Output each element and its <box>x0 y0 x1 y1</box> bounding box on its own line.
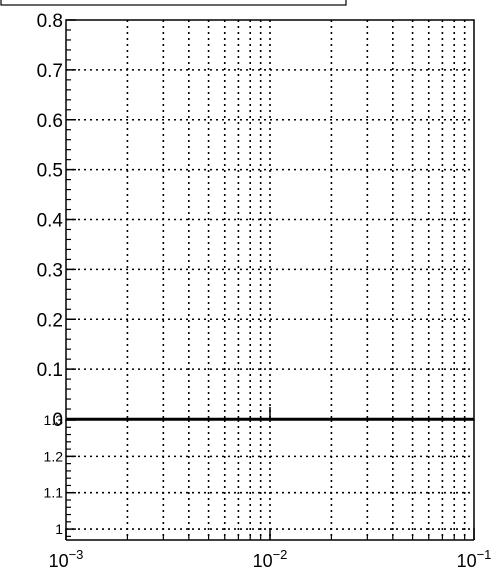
bottom-x-tick-label: 10−2 <box>253 547 288 571</box>
bottom-y-tick-label: 1.1 <box>44 485 64 501</box>
top-y-tick-label: 0.4 <box>37 211 64 232</box>
top-y-tick-label: 0 <box>52 410 63 431</box>
bottom-x-ticks: 10−3 10−2 10−1 <box>49 528 492 571</box>
bottom-y-ticks: 1 1.1 1.2 1.3 <box>44 412 76 537</box>
top-y-tick-label: 0.7 <box>37 61 63 82</box>
bottom-y-tick-label: 1.3 <box>44 412 64 428</box>
top-y-tick-label: 0.6 <box>37 111 63 132</box>
top-pad: 0 0.1 0.2 0.3 0.4 0.5 0.6 0.7 0.8 <box>37 11 475 431</box>
bottom-y-tick-label: 1 <box>55 521 63 537</box>
top-y-tick-label: 0.1 <box>37 360 63 381</box>
bottom-x-tick-label: 10−3 <box>49 547 84 571</box>
top-grid <box>66 20 474 419</box>
top-y-tick-label: 0.3 <box>37 260 63 281</box>
top-y-tick-label: 0.8 <box>37 11 63 32</box>
top-y-tick-label: 0.5 <box>37 161 63 182</box>
bottom-y-tick-label: 1.2 <box>44 448 64 464</box>
bottom-grid <box>66 420 474 540</box>
bottom-x-tick-label: 10−1 <box>457 547 492 571</box>
bottom-pad: 1 1.1 1.2 1.3 10−3 10−2 10−1 <box>44 412 492 571</box>
top-y-tick-label: 0.2 <box>37 310 63 331</box>
top-y-ticks: 0 0.1 0.2 0.3 0.4 0.5 0.6 0.7 0.8 <box>37 11 271 431</box>
legend-box <box>0 0 347 6</box>
